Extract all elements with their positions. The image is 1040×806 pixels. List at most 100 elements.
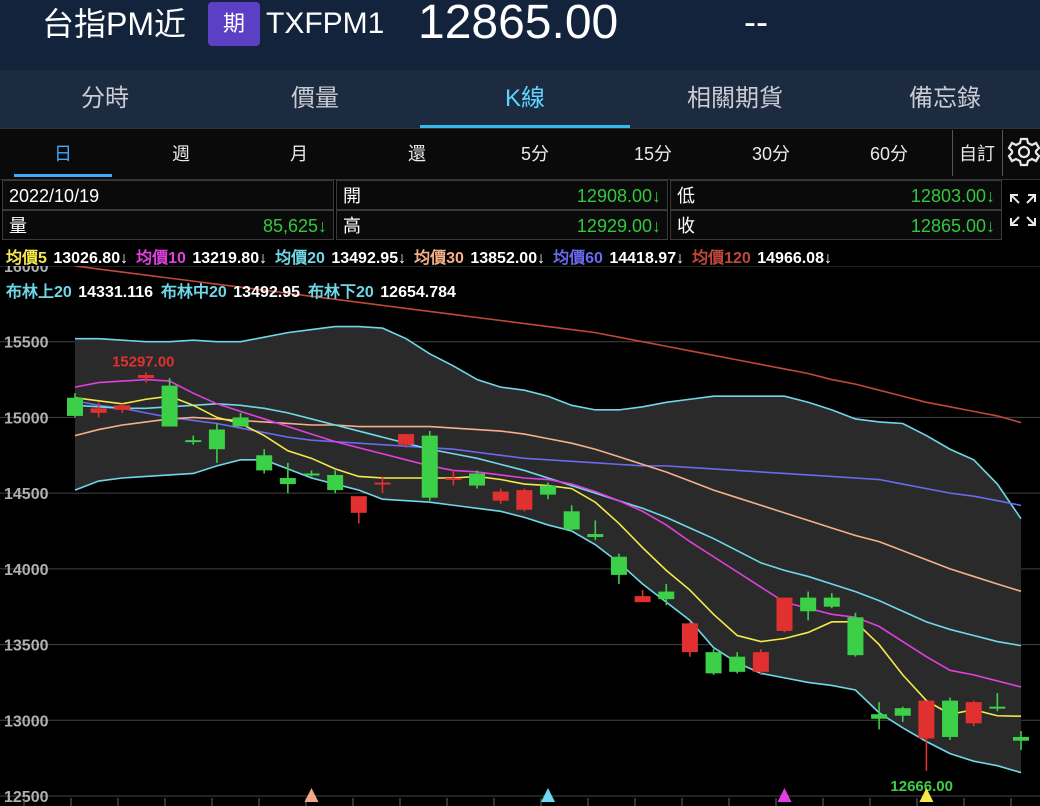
tab-intraday[interactable]: 分時 [81,85,129,112]
candle-body [894,708,911,716]
ma-legend-name: 均價20 [275,250,325,267]
signal-marker [777,788,792,802]
ma-legend-value: 13026.80↓ [48,250,129,267]
ma-legend: 均價5 13026.80↓ 均價10 13219.80↓ 均價20 13492.95… [6,244,840,268]
kline-chart[interactable]: 16000 15500 15000 14500 14000 13500 13000 12500… [0,266,1040,806]
bb-legend-name: 布林中20 [161,284,227,301]
tab-related-futures[interactable]: 相關期貨 [687,85,783,112]
high-label: 高 [343,216,361,236]
candle-body [681,623,698,653]
candle [303,470,320,477]
candle [445,470,462,486]
date-cell: 2022/10/19 [2,180,334,210]
ma-legend-name: 均價60 [553,250,603,267]
candle-body [161,385,178,427]
open-value: 12908.00↓ [576,186,661,206]
candle-body [729,656,746,672]
period-month[interactable]: 月 [290,144,308,164]
candle-body [516,490,533,510]
y-tick-label: 12500 [4,789,49,806]
candle-body [90,408,107,413]
period-5min[interactable]: 5分 [520,144,549,164]
candle [1013,731,1029,751]
tab-price-volume[interactable]: 價量 [291,85,339,112]
period-15min[interactable]: 15分 [633,144,673,164]
candle [587,520,604,541]
candle [492,488,509,504]
candle-body [67,397,83,416]
candle [894,706,911,722]
open-cell: 開 12908.00↓ [336,180,668,210]
candle-body [114,405,131,410]
candle-body [421,435,438,498]
main-tabs: 分時 價量 K線 相關期貨 備忘錄 [0,70,1040,128]
candle [208,423,225,463]
ma120-line [74,266,1022,424]
y-tick-label: 15500 [4,335,49,352]
tab-kline[interactable]: K線 [420,70,630,128]
candle [610,553,627,584]
candle [185,435,202,445]
candle-body [232,417,249,427]
y-tick-label: 14500 [4,486,49,503]
period-week[interactable]: 週 [172,144,190,164]
candle-body [942,700,959,737]
date-value: 2022/10/19 [9,186,100,206]
candle-body [989,706,1006,709]
y-tick-label: 15000 [4,410,49,427]
candle-body [610,556,627,575]
bb-legend-name: 布林下20 [308,284,374,301]
candle [516,488,533,512]
low-cell: 低 12803.00↓ [670,180,1002,210]
bb-legend-name: 布林上20 [6,284,72,301]
candle [398,434,415,448]
candle [705,649,722,675]
low-label: 低 [677,186,695,206]
candle-body [185,440,202,443]
period-30min[interactable]: 30分 [751,144,791,164]
ma-legend-name: 均價120 [692,250,751,267]
candle [374,476,391,494]
period-day[interactable]: 日 [4,129,122,179]
candle [90,402,107,418]
candle [681,621,698,657]
candle [563,505,580,531]
period-restore[interactable]: 還 [408,144,426,164]
ma-legend-value: 13219.80↓ [187,250,268,267]
candle-body [634,596,651,603]
candle-body [965,702,982,724]
candle [871,702,888,730]
candle [752,649,769,675]
candle [989,693,1006,712]
tab-memo[interactable]: 備忘錄 [909,85,981,112]
custom-period-button[interactable]: 自訂 [959,144,995,164]
candle [232,412,249,427]
high-cell: 高 12929.00↓ [336,210,668,240]
candle [776,597,793,633]
gear-icon[interactable] [1006,132,1040,172]
max-price-label: 15297.00 [112,353,175,370]
high-value: 12929.00↓ [576,216,661,236]
candle [965,700,982,727]
bollinger-legend: 布林上20 14331.116 布林中20 13492.95 布林下20 12654… [6,278,464,302]
candle-body [256,455,273,471]
candle [800,591,817,621]
open-label: 開 [343,186,361,206]
candle-body [303,473,320,476]
period-60min[interactable]: 60分 [869,144,909,164]
volume-cell: 量 85,625↓ [2,210,334,240]
price-change: -- [744,1,768,42]
candle-body [823,597,840,607]
ma-legend-value: 14418.97↓ [604,250,685,267]
subtab-divider [952,130,953,176]
y-tick-label: 13500 [4,638,49,655]
futures-badge: 期 [208,2,260,46]
quote-header: 台指PM近 期 TXFPM1 12865.00 -- [0,0,1040,70]
contract-code: TXFPM1 [266,7,385,40]
chart-labels: 15297.00 12666.00 [112,353,953,794]
expand-icon[interactable] [1008,190,1038,230]
y-tick-label: 13000 [4,713,49,730]
candle-body [918,700,935,739]
candle-body [208,429,225,450]
candle-body [847,617,864,656]
